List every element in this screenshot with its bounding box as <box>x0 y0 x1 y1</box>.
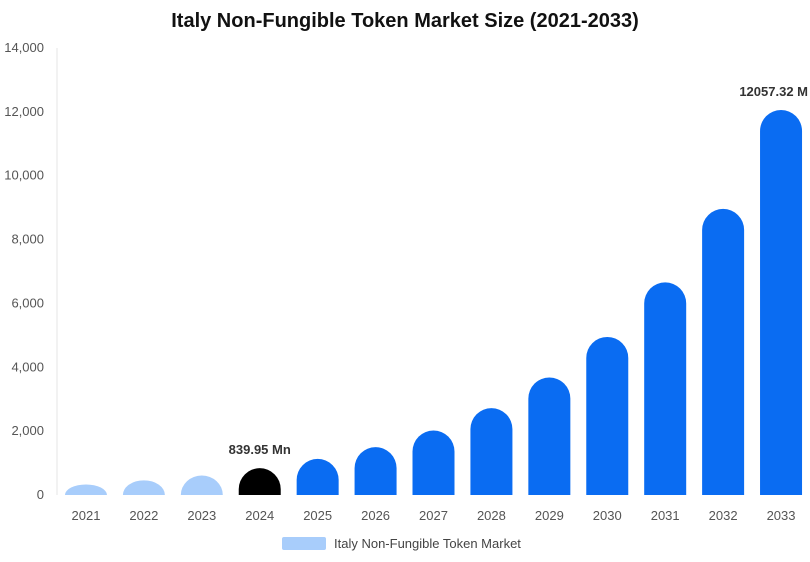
y-tick-label: 2,000 <box>11 423 44 438</box>
bar-2029 <box>528 377 571 495</box>
chart-title: Italy Non-Fungible Token Market Size (20… <box>171 10 639 32</box>
bar-2028 <box>470 408 513 495</box>
bar-2032 <box>702 208 745 496</box>
data-label: 839.95 Mn <box>229 442 291 457</box>
y-tick-label: 10,000 <box>4 168 44 183</box>
x-tick-label: 2031 <box>651 508 680 523</box>
y-tick-label: 12,000 <box>4 104 44 119</box>
x-tick-label: 2027 <box>419 508 448 523</box>
bar-2026 <box>354 447 397 495</box>
y-tick-label: 0 <box>37 487 44 502</box>
y-tick-label: 14,000 <box>4 40 44 55</box>
legend-label: Italy Non-Fungible Token Market <box>334 536 521 551</box>
x-tick-label: 2028 <box>477 508 506 523</box>
bar-2021 <box>64 484 107 495</box>
x-tick-label: 2022 <box>129 508 158 523</box>
x-tick-label: 2025 <box>303 508 332 523</box>
x-tick-label: 2023 <box>187 508 216 523</box>
x-tick-label: 2033 <box>767 508 796 523</box>
y-tick-label: 6,000 <box>11 295 44 310</box>
x-tick-label: 2029 <box>535 508 564 523</box>
x-tick-label: 2021 <box>72 508 101 523</box>
legend: Italy Non-Fungible Token Market <box>282 536 521 551</box>
bar-2027 <box>412 430 455 495</box>
y-tick-label: 8,000 <box>11 232 44 247</box>
bar-2023 <box>180 475 223 495</box>
bar-2031 <box>644 282 687 495</box>
bar-2030 <box>586 336 629 495</box>
y-tick-label: 4,000 <box>11 359 44 374</box>
x-tick-label: 2026 <box>361 508 390 523</box>
legend-swatch <box>282 537 326 550</box>
bar-2033 <box>760 110 803 495</box>
data-label: 12057.32 M <box>739 84 808 99</box>
bar-2025 <box>296 458 339 495</box>
x-tick-label: 2030 <box>593 508 622 523</box>
bar-2024 <box>238 468 281 495</box>
x-tick-label: 2032 <box>709 508 738 523</box>
x-tick-label: 2024 <box>245 508 274 523</box>
bar-2022 <box>122 480 165 495</box>
